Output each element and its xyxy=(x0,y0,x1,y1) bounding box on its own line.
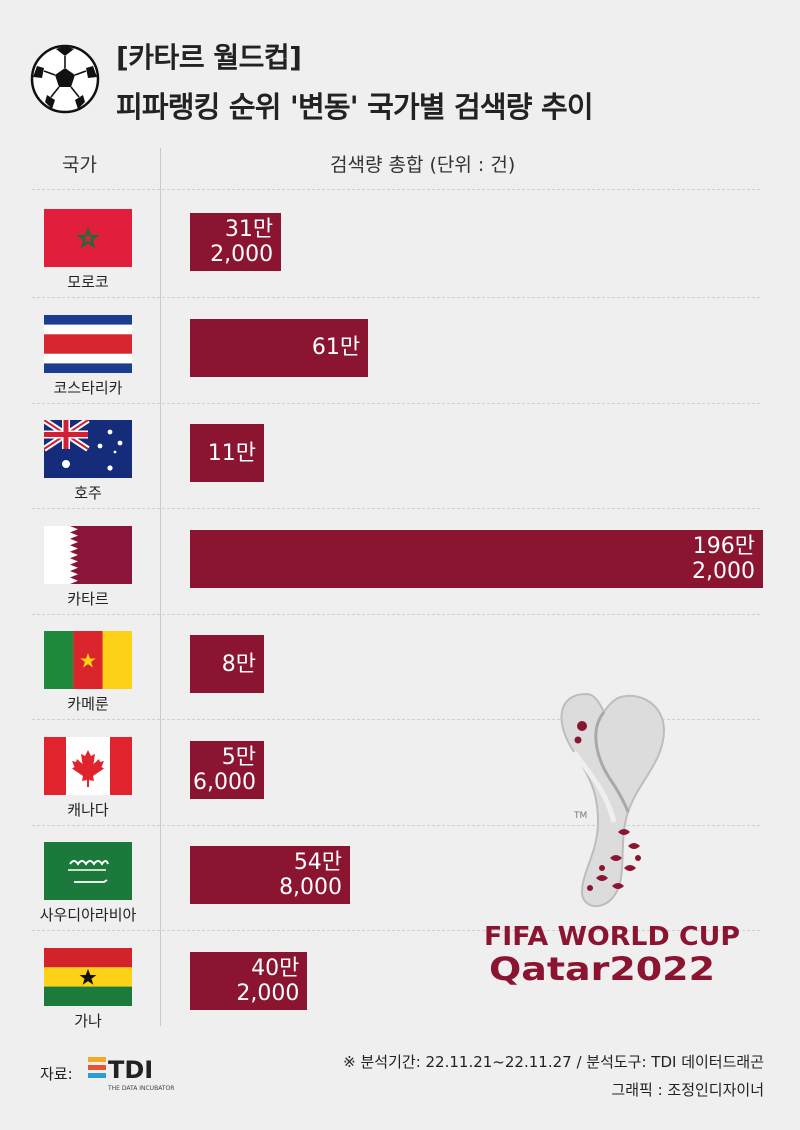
row-divider xyxy=(32,824,760,826)
bar-value-line: 2,000 xyxy=(236,980,300,1006)
tdi-brand: TDI xyxy=(108,1056,153,1084)
header-divider xyxy=(32,189,760,190)
analysis-note: ※ 분석기간: 22.11.21~22.11.27 / 분석도구: TDI 데이… xyxy=(343,1053,764,1071)
row-divider xyxy=(32,508,760,509)
bar-value-label: 40만 2,000 xyxy=(236,956,299,1006)
country-label: 코스타리카 xyxy=(53,378,123,397)
soccer-ball-icon xyxy=(30,44,100,114)
bar-value-line: 31만 xyxy=(224,217,274,242)
column-header-country: 국가 xyxy=(62,154,97,176)
title-line-2: 피파랭킹 순위 '변동' 국가별 검색량 추이 xyxy=(116,90,594,124)
country-label: 호주 xyxy=(74,484,102,502)
tdi-brand-sub: THE DATA INCUBATOR xyxy=(107,1085,174,1092)
cameroon-flag-icon xyxy=(44,631,132,689)
canada-flag-icon xyxy=(44,736,132,795)
fifa-world-cup-qatar-2022-logo: TM FIFA WORLD CUP Qatar2022 xyxy=(484,692,740,988)
column-divider xyxy=(160,148,161,1026)
country-label: 모로코 xyxy=(67,273,109,291)
header: [카타르 월드컵] 피파랭킹 순위 '변동' 국가별 검색량 추이 xyxy=(0,0,800,140)
bar-value-line: 8,000 xyxy=(279,875,343,900)
bar-value-line: 54만 xyxy=(293,850,343,875)
country-label: 카메룬 xyxy=(67,695,109,713)
logo-line-2: Qatar2022 xyxy=(489,950,715,988)
bar xyxy=(190,740,264,799)
bar-value-line: 2,000 xyxy=(210,242,274,267)
row-divider xyxy=(32,719,760,720)
bar xyxy=(190,213,282,271)
title-line-1: [카타르 월드컵] xyxy=(116,41,302,74)
country-label: 캐나다 xyxy=(67,800,109,819)
bar-value-line: 11만 xyxy=(207,440,256,466)
morocco-flag-icon xyxy=(44,209,132,267)
logo-line-1: FIFA WORLD CUP xyxy=(484,922,740,952)
ghana-flag-icon xyxy=(44,947,132,1006)
bar-value-line: 196만 xyxy=(692,533,755,559)
costa-rica-flag-icon xyxy=(44,314,132,373)
bar xyxy=(190,529,763,588)
bar-value-line: 6,000 xyxy=(193,769,256,795)
country-label: 사우디아라비아 xyxy=(39,906,137,924)
bar-value-label: 5만 6,000 xyxy=(193,745,256,795)
bar-value-line: 2,000 xyxy=(692,558,755,584)
column-header-search: 검색량 총합 (단위 : 건) xyxy=(330,154,516,176)
bar-value-label: 8만 xyxy=(222,652,256,677)
saudi-arabia-flag-icon xyxy=(44,842,132,900)
bar-value-line: 61만 xyxy=(311,335,361,360)
country-label: 카타르 xyxy=(67,589,109,608)
bar-value-line: 40만 xyxy=(251,955,300,981)
bar-value-label: 31만 2,000 xyxy=(210,217,273,267)
australia-flag-icon xyxy=(44,420,132,478)
graphic-credit: 그래픽 : 조정인디자이너 xyxy=(611,1081,764,1099)
bar-value-line: 8만 xyxy=(221,651,256,677)
svg-text:TM: TM xyxy=(573,811,587,821)
row-divider xyxy=(32,297,760,298)
country-label: 가나 xyxy=(74,1011,102,1030)
tdi-logo: TDI THE DATA INCUBATOR xyxy=(88,1056,174,1092)
source-label: 자료: xyxy=(40,1065,73,1083)
bar xyxy=(190,951,308,1010)
row-divider xyxy=(32,930,760,931)
bar xyxy=(190,424,264,482)
bar-value-label: 54만 8,000 xyxy=(279,850,342,900)
bar-value-label: 196만 2,000 xyxy=(692,534,755,584)
bar xyxy=(190,846,351,904)
row-divider xyxy=(32,402,760,404)
bar-value-line: 5만 xyxy=(221,744,256,770)
qatar-flag-icon xyxy=(44,525,132,584)
bar-value-label: 61만 xyxy=(312,335,360,360)
row-divider xyxy=(32,613,760,615)
bar xyxy=(190,318,369,377)
bar-value-label: 11만 xyxy=(208,441,256,466)
bar xyxy=(190,635,264,693)
